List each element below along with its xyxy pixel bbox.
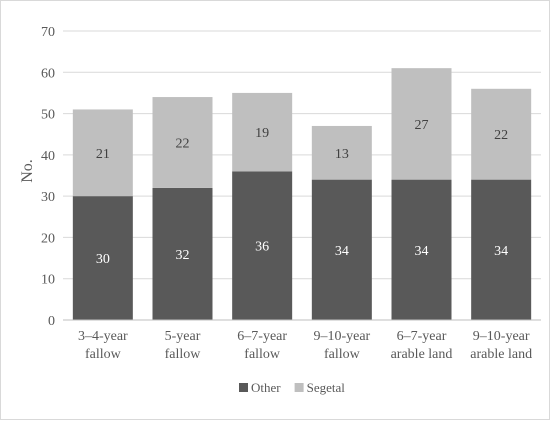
- legend-label: Other: [251, 380, 281, 395]
- legend-swatch-other: [239, 383, 248, 392]
- bar-segetal: [72, 109, 133, 197]
- x-tick-label: fallow: [244, 347, 281, 362]
- x-tick-label: 5-year: [165, 329, 201, 344]
- x-tick-label: 9–10-year: [313, 329, 370, 344]
- x-tick-label: 6–7-year: [397, 329, 447, 344]
- legend-label: Segetal: [307, 380, 346, 395]
- data-label: 27: [415, 118, 429, 133]
- bar-other: [391, 179, 452, 320]
- data-label: 34: [335, 244, 349, 259]
- y-tick-label: 30: [41, 190, 55, 205]
- y-tick-label: 60: [41, 66, 55, 81]
- data-label: 36: [255, 240, 269, 255]
- legend-swatch-segetal: [294, 383, 304, 392]
- y-tick-label: 50: [41, 108, 55, 123]
- y-tick-label: 20: [41, 231, 55, 246]
- data-label: 22: [494, 128, 508, 143]
- gridlines: [63, 30, 541, 280]
- data-label: 13: [335, 147, 349, 162]
- y-tick-label: 70: [41, 25, 55, 40]
- bar-other: [471, 179, 532, 320]
- bar-other: [311, 179, 372, 320]
- y-tick-label: 0: [48, 314, 55, 329]
- x-axis: 3–4-year fallow 5-year fallow 6–7-year fallow…: [63, 319, 541, 362]
- legend: Other Segetal: [239, 380, 345, 395]
- x-tick-label: arable land: [391, 347, 453, 362]
- data-label: 21: [96, 147, 110, 162]
- x-tick-label: fallow: [324, 347, 361, 362]
- data-label: 32: [176, 248, 190, 263]
- bar-segetal: [232, 92, 293, 172]
- x-tick-label: arable land: [470, 347, 532, 362]
- bar-segetal: [152, 97, 213, 188]
- x-tick-label: fallow: [85, 347, 122, 362]
- data-label: 34: [494, 244, 508, 259]
- bar-segetal: [311, 125, 372, 180]
- data-label: 19: [255, 126, 269, 141]
- bar-segetal: [471, 88, 532, 180]
- bar-other: [232, 171, 293, 320]
- y-tick-label: 40: [41, 149, 55, 164]
- bar-other: [72, 196, 133, 320]
- y-axis-label: No.: [19, 159, 36, 183]
- data-label: 22: [176, 136, 190, 151]
- x-tick-label: fallow: [165, 347, 202, 362]
- data-label: 30: [96, 252, 110, 267]
- bar-other: [152, 187, 213, 320]
- bar-segetal: [391, 68, 452, 180]
- data-label: 34: [415, 244, 429, 259]
- x-tick-label: 3–4-year: [78, 329, 128, 344]
- y-tick-label: 10: [41, 273, 55, 288]
- bars: 30 21 32 22 36 19 34 13 34 27 34 22: [72, 68, 532, 320]
- x-tick-label: 6–7-year: [237, 329, 287, 344]
- x-tick-label: 9–10-year: [473, 329, 530, 344]
- y-axis: 0 10 20 30 40 50 60 70: [41, 25, 55, 329]
